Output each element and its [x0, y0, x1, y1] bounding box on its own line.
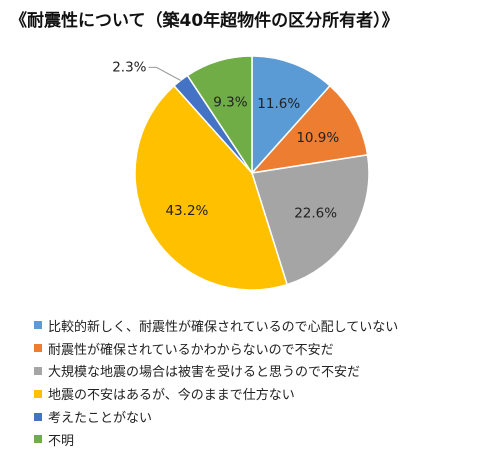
legend-label-0: 比較的新しく、耐震性が確保されているので心配していない [48, 319, 399, 335]
legend-swatch-3 [34, 389, 42, 398]
chart-legend: 比較的新しく、耐震性が確保されているので心配していない 耐震性が確保されているかわ… [34, 314, 398, 451]
legend-swatch-2 [34, 366, 42, 375]
slice-label-5: 9.3% [213, 94, 247, 110]
legend-swatch-1 [34, 344, 42, 353]
slice-label-2: 22.6% [294, 205, 337, 221]
legend-swatch-4 [34, 412, 42, 421]
slice-label-0: 11.6% [257, 96, 300, 112]
pie-slice-0 [251, 55, 332, 175]
legend-swatch-5 [34, 435, 42, 444]
slice-label-3: 43.2% [165, 203, 208, 219]
legend-swatch-0 [34, 321, 42, 330]
legend-item-0: 比較的新しく、耐震性が確保されているので心配していない [34, 314, 398, 337]
chart-title: 《耐震性について（築40年超物件の区分所有者）》 [10, 11, 399, 31]
pie-slice-5 [186, 55, 253, 176]
pie-slice-2 [251, 154, 370, 286]
legend-label-5: 不明 [48, 433, 75, 449]
legend-label-1: 耐震性が確保されているかわからないので不安だ [48, 342, 334, 358]
legend-item-5: 不明 [34, 428, 398, 451]
slice-label-1: 10.9% [296, 130, 339, 146]
legend-item-4: 考えたことがない [34, 405, 398, 428]
pie-slice-1 [250, 84, 369, 175]
pie-chart: 11.6% 10.9% 22.6% 43.2% 2.3% 9.3% [112, 55, 370, 291]
leader-line-4 [148, 66, 181, 81]
legend-label-2: 大規模な地震の場合は被害を受けると思うので不安だ [48, 365, 361, 381]
slice-label-4: 2.3% [112, 59, 146, 75]
pie-slice-3 [134, 84, 289, 291]
legend-item-2: 大規模な地震の場合は被害を受けると思うので不安だ [34, 360, 398, 383]
legend-label-4: 考えたことがない [48, 411, 153, 427]
legend-label-3: 地震の不安はあるが、今のままで仕方ない [48, 388, 295, 404]
legend-item-1: 耐震性が確保されているかわからないので不安だ [34, 337, 398, 360]
legend-item-3: 地震の不安はあるが、今のままで仕方ない [34, 382, 398, 405]
